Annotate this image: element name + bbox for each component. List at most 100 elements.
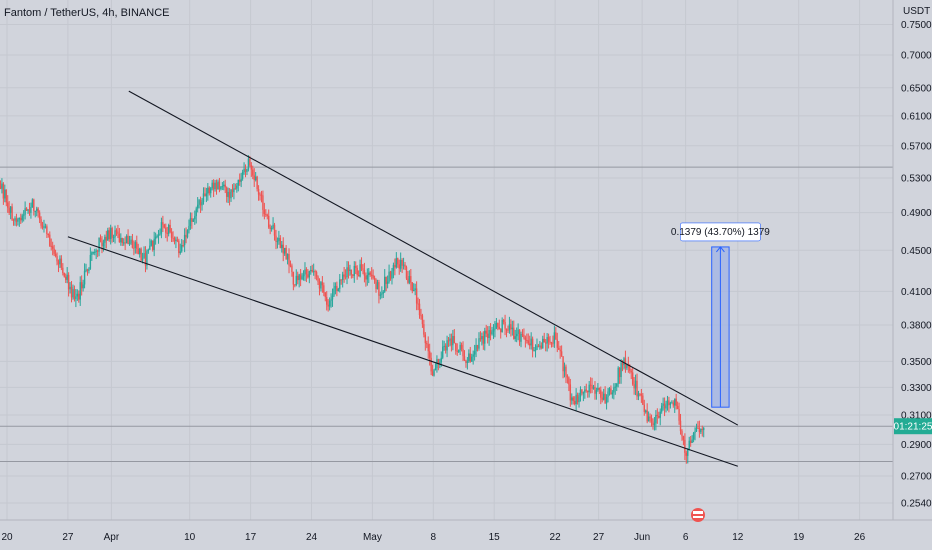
candle-body	[125, 235, 128, 244]
candle-body	[575, 394, 577, 405]
candle-body	[20, 217, 22, 221]
price-tick-label: 0.3800	[901, 320, 932, 331]
candle-body	[376, 282, 379, 290]
candle-body	[563, 366, 566, 372]
candle-body	[33, 199, 35, 211]
candle-body	[527, 340, 529, 344]
candle-body	[215, 182, 218, 190]
candle-body	[128, 243, 131, 245]
candle-body	[225, 187, 228, 197]
economic-event-icon[interactable]	[691, 508, 705, 522]
candle-body	[478, 338, 480, 349]
candle-body	[692, 432, 695, 440]
candle-body	[130, 239, 132, 244]
price-tick-label: 0.5700	[901, 141, 932, 152]
candle-body	[689, 440, 692, 443]
candle-body	[608, 388, 611, 392]
candle-body	[636, 380, 638, 397]
candle-body	[343, 274, 345, 277]
candle-body	[144, 253, 147, 266]
candle-body	[650, 417, 653, 422]
candle-body	[165, 227, 167, 233]
candle-body	[434, 367, 437, 371]
candle-body	[160, 222, 163, 234]
event-icon[interactable]	[691, 508, 705, 522]
candle-body	[579, 389, 582, 397]
candle-body	[254, 176, 257, 181]
candle-body	[394, 264, 396, 268]
trendline-lower[interactable]	[67, 236, 738, 467]
price-axis[interactable]: 0.7500 0.7000 0.6500 0.6100 0.5700 0.5300 0.49…	[901, 20, 932, 509]
candle-body	[198, 200, 200, 205]
candle-body	[28, 209, 31, 213]
candle-body	[183, 234, 186, 246]
candle-body	[462, 348, 464, 357]
candle-body	[257, 189, 260, 195]
candle-body	[221, 186, 224, 188]
candle-body	[51, 246, 54, 249]
candle-body	[675, 398, 677, 406]
candle-body	[121, 237, 123, 244]
candle-body	[256, 176, 258, 190]
time-tick-label: 22	[550, 532, 562, 543]
candle-body	[620, 362, 622, 378]
candle-body	[157, 234, 160, 236]
candle-body	[440, 357, 442, 363]
candle-body	[417, 303, 419, 305]
candle-body	[272, 224, 274, 229]
candle-body	[344, 276, 347, 278]
candle-body	[59, 258, 61, 265]
candle-body	[17, 219, 19, 222]
candle-body	[591, 385, 593, 389]
candle-body	[22, 214, 25, 216]
candle-body	[411, 282, 413, 292]
candle-body	[369, 272, 371, 275]
trendline-upper[interactable]	[128, 90, 739, 426]
candle-body	[520, 334, 522, 342]
time-tick-label: 19	[793, 532, 805, 543]
candle-body	[24, 208, 26, 215]
candle-body	[249, 158, 251, 166]
candle-body	[38, 212, 41, 220]
candle-body	[687, 448, 689, 456]
candle-body	[645, 410, 647, 412]
candle-body	[327, 304, 329, 307]
candle-body	[275, 235, 277, 242]
candle-body	[568, 377, 570, 385]
candle-body	[134, 242, 137, 249]
candle-body	[544, 342, 547, 344]
candle-body	[426, 343, 428, 345]
candle-body	[76, 293, 79, 297]
candle-body	[521, 334, 524, 336]
measure-label-box	[680, 222, 761, 242]
candle-body	[299, 274, 302, 280]
candle-body	[47, 233, 50, 235]
candle-body	[102, 242, 105, 247]
candle-body	[162, 222, 164, 225]
candle-body	[489, 329, 492, 335]
candle-body	[607, 391, 609, 398]
candle-body	[533, 349, 535, 351]
candle-body	[57, 261, 60, 265]
candle-body	[592, 386, 595, 389]
candle-body	[253, 175, 255, 181]
candle-body	[547, 337, 550, 342]
candle-body	[453, 336, 456, 344]
candle-body	[166, 232, 168, 234]
candle-body	[373, 277, 376, 280]
candle-body	[681, 431, 683, 437]
candle-body	[136, 242, 138, 249]
candle-body	[95, 250, 97, 252]
time-tick-label: 27	[62, 532, 74, 543]
candle-body	[420, 315, 422, 317]
candle-body	[288, 253, 290, 266]
candle-body	[356, 267, 358, 276]
price-range-measure[interactable]: 0.1379 (43.70%) 1379	[671, 222, 770, 408]
candle-body	[339, 279, 341, 289]
time-axis[interactable]: 20 27 Apr 10 17 24 May 8 15 22 27 Jun 6 12 19 26	[1, 532, 865, 543]
candle-body	[381, 293, 383, 295]
candle-body	[333, 288, 335, 296]
candle-body	[531, 338, 534, 351]
